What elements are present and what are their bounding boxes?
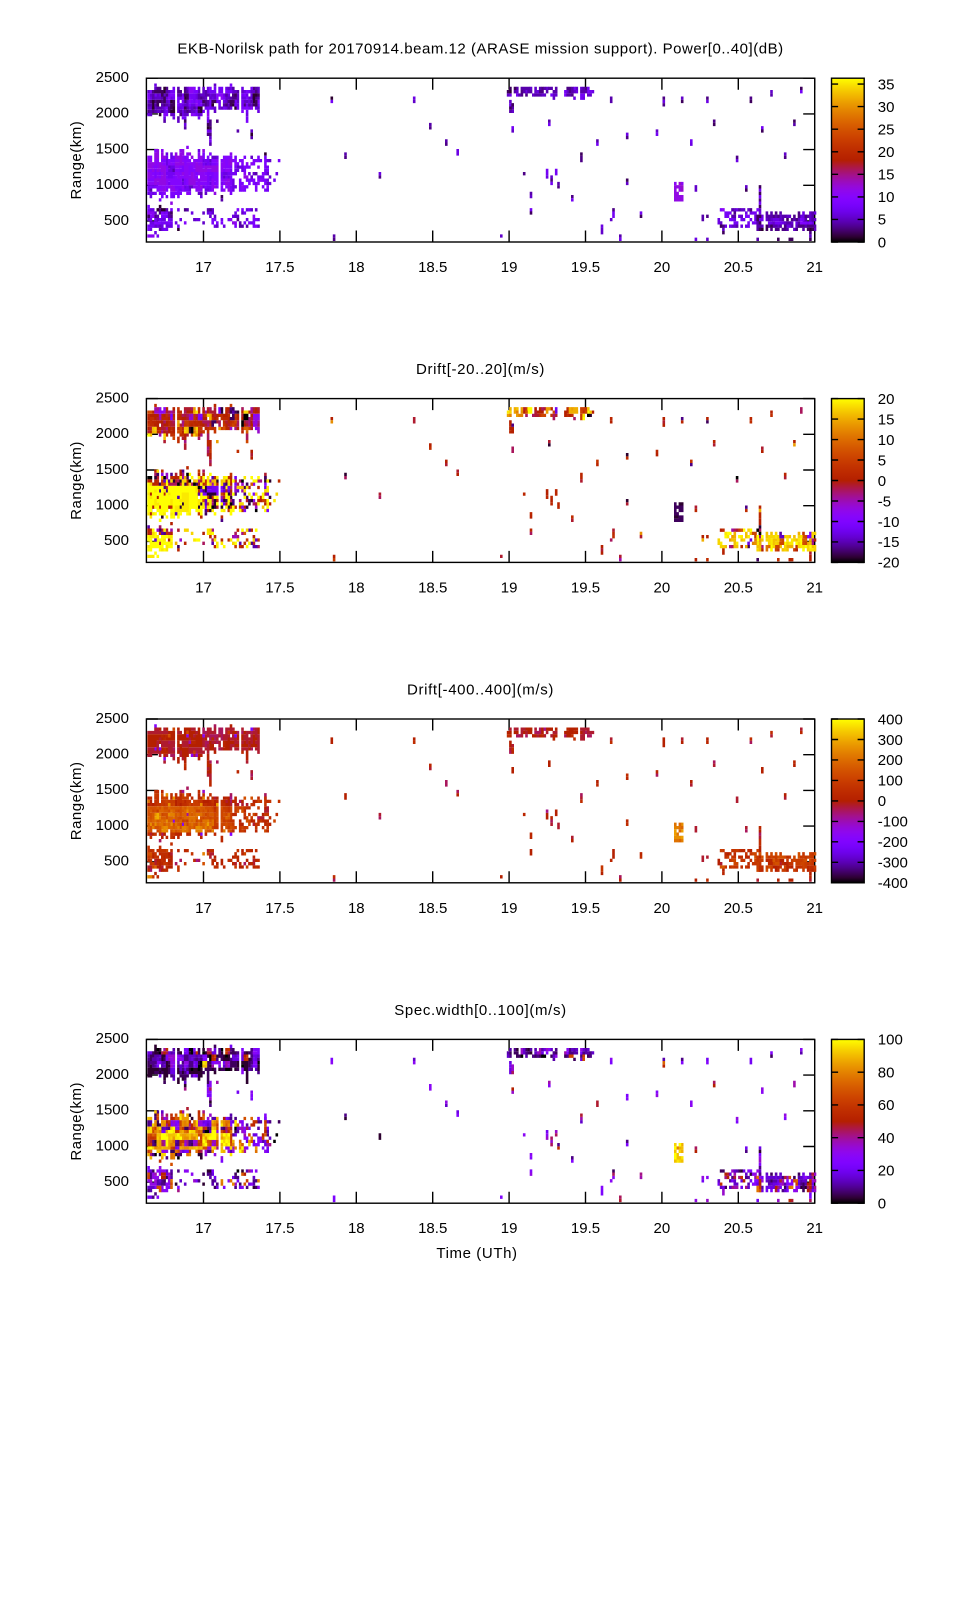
svg-text:21: 21: [806, 900, 823, 917]
svg-text:500: 500: [104, 212, 129, 229]
svg-text:100: 100: [878, 773, 903, 790]
svg-text:19: 19: [501, 259, 518, 276]
svg-text:19.5: 19.5: [571, 259, 600, 276]
svg-text:35: 35: [878, 76, 895, 93]
svg-text:2000: 2000: [96, 746, 129, 763]
svg-text:19.5: 19.5: [571, 579, 600, 596]
svg-text:17.5: 17.5: [265, 259, 294, 276]
svg-text:10: 10: [878, 432, 895, 449]
svg-text:20: 20: [654, 900, 671, 917]
svg-text:2000: 2000: [96, 105, 129, 122]
svg-text:2500: 2500: [96, 69, 129, 86]
svg-text:19: 19: [501, 579, 518, 596]
svg-text:20: 20: [878, 144, 895, 161]
svg-text:20.5: 20.5: [724, 900, 753, 917]
svg-text:20: 20: [878, 1163, 895, 1180]
svg-text:10: 10: [878, 189, 895, 206]
svg-text:2500: 2500: [96, 710, 129, 727]
svg-text:1500: 1500: [96, 461, 129, 478]
svg-text:100: 100: [878, 1032, 903, 1049]
svg-text:1500: 1500: [96, 1102, 129, 1119]
svg-text:18.5: 18.5: [418, 259, 447, 276]
svg-text:21: 21: [806, 1220, 823, 1237]
svg-text:19.5: 19.5: [571, 1220, 600, 1237]
svg-text:20.5: 20.5: [724, 259, 753, 276]
svg-text:Spec.width[0..100](m/s): Spec.width[0..100](m/s): [394, 1002, 567, 1019]
svg-text:25: 25: [878, 122, 895, 139]
svg-text:-100: -100: [878, 814, 908, 831]
svg-text:Time (UTh): Time (UTh): [436, 1245, 517, 1262]
svg-text:21: 21: [806, 579, 823, 596]
svg-text:-20: -20: [878, 555, 900, 572]
svg-text:1000: 1000: [96, 176, 129, 193]
svg-text:Range(km): Range(km): [68, 762, 85, 841]
svg-text:17.5: 17.5: [265, 1220, 294, 1237]
svg-text:17: 17: [195, 1220, 212, 1237]
svg-text:1500: 1500: [96, 140, 129, 157]
svg-text:5: 5: [878, 212, 886, 229]
svg-text:0: 0: [878, 473, 886, 490]
svg-text:17.5: 17.5: [265, 579, 294, 596]
svg-text:18.5: 18.5: [418, 900, 447, 917]
svg-text:18: 18: [348, 900, 365, 917]
svg-text:21: 21: [806, 259, 823, 276]
svg-text:500: 500: [104, 532, 129, 549]
svg-text:17: 17: [195, 259, 212, 276]
svg-text:19.5: 19.5: [571, 900, 600, 917]
svg-text:60: 60: [878, 1097, 895, 1114]
svg-text:17.5: 17.5: [265, 900, 294, 917]
svg-text:200: 200: [878, 752, 903, 769]
svg-text:20: 20: [654, 579, 671, 596]
svg-text:2500: 2500: [96, 1030, 129, 1047]
svg-text:Range(km): Range(km): [68, 1082, 85, 1161]
svg-text:40: 40: [878, 1130, 895, 1147]
svg-text:Range(km): Range(km): [68, 441, 85, 520]
svg-text:80: 80: [878, 1065, 895, 1082]
svg-text:17: 17: [195, 900, 212, 917]
svg-text:20: 20: [878, 391, 895, 408]
svg-text:-300: -300: [878, 855, 908, 872]
svg-text:1000: 1000: [96, 1137, 129, 1154]
svg-text:2000: 2000: [96, 425, 129, 442]
svg-text:18: 18: [348, 259, 365, 276]
svg-text:18.5: 18.5: [418, 1220, 447, 1237]
svg-text:300: 300: [878, 732, 903, 749]
svg-text:0: 0: [878, 1196, 886, 1213]
svg-text:500: 500: [104, 853, 129, 870]
svg-text:19: 19: [501, 900, 518, 917]
svg-text:15: 15: [878, 411, 895, 428]
svg-text:18.5: 18.5: [418, 579, 447, 596]
svg-text:20.5: 20.5: [724, 1220, 753, 1237]
svg-text:2500: 2500: [96, 389, 129, 406]
svg-text:20: 20: [654, 1220, 671, 1237]
svg-text:0: 0: [878, 234, 886, 251]
svg-text:EKB-Norilsk path for 20170914.: EKB-Norilsk path for 20170914.beam.12 (A…: [177, 41, 783, 58]
svg-text:15: 15: [878, 167, 895, 184]
svg-text:Range(km): Range(km): [68, 121, 85, 200]
svg-text:19: 19: [501, 1220, 518, 1237]
svg-text:-5: -5: [878, 493, 891, 510]
svg-text:18: 18: [348, 579, 365, 596]
svg-text:18: 18: [348, 1220, 365, 1237]
svg-text:2000: 2000: [96, 1066, 129, 1083]
svg-text:1500: 1500: [96, 781, 129, 798]
svg-text:1000: 1000: [96, 817, 129, 834]
svg-text:400: 400: [878, 711, 903, 728]
svg-text:-200: -200: [878, 834, 908, 851]
svg-text:1000: 1000: [96, 497, 129, 514]
svg-text:-10: -10: [878, 514, 900, 531]
svg-text:0: 0: [878, 793, 886, 810]
svg-text:20.5: 20.5: [724, 579, 753, 596]
svg-text:17: 17: [195, 579, 212, 596]
svg-text:-15: -15: [878, 534, 900, 551]
svg-text:30: 30: [878, 99, 895, 116]
svg-text:20: 20: [654, 259, 671, 276]
svg-text:Drift[-400..400](m/s): Drift[-400..400](m/s): [407, 681, 554, 698]
svg-text:500: 500: [104, 1173, 129, 1190]
svg-text:Drift[-20..20](m/s): Drift[-20..20](m/s): [416, 361, 545, 378]
svg-text:5: 5: [878, 452, 886, 469]
svg-text:-400: -400: [878, 875, 908, 892]
